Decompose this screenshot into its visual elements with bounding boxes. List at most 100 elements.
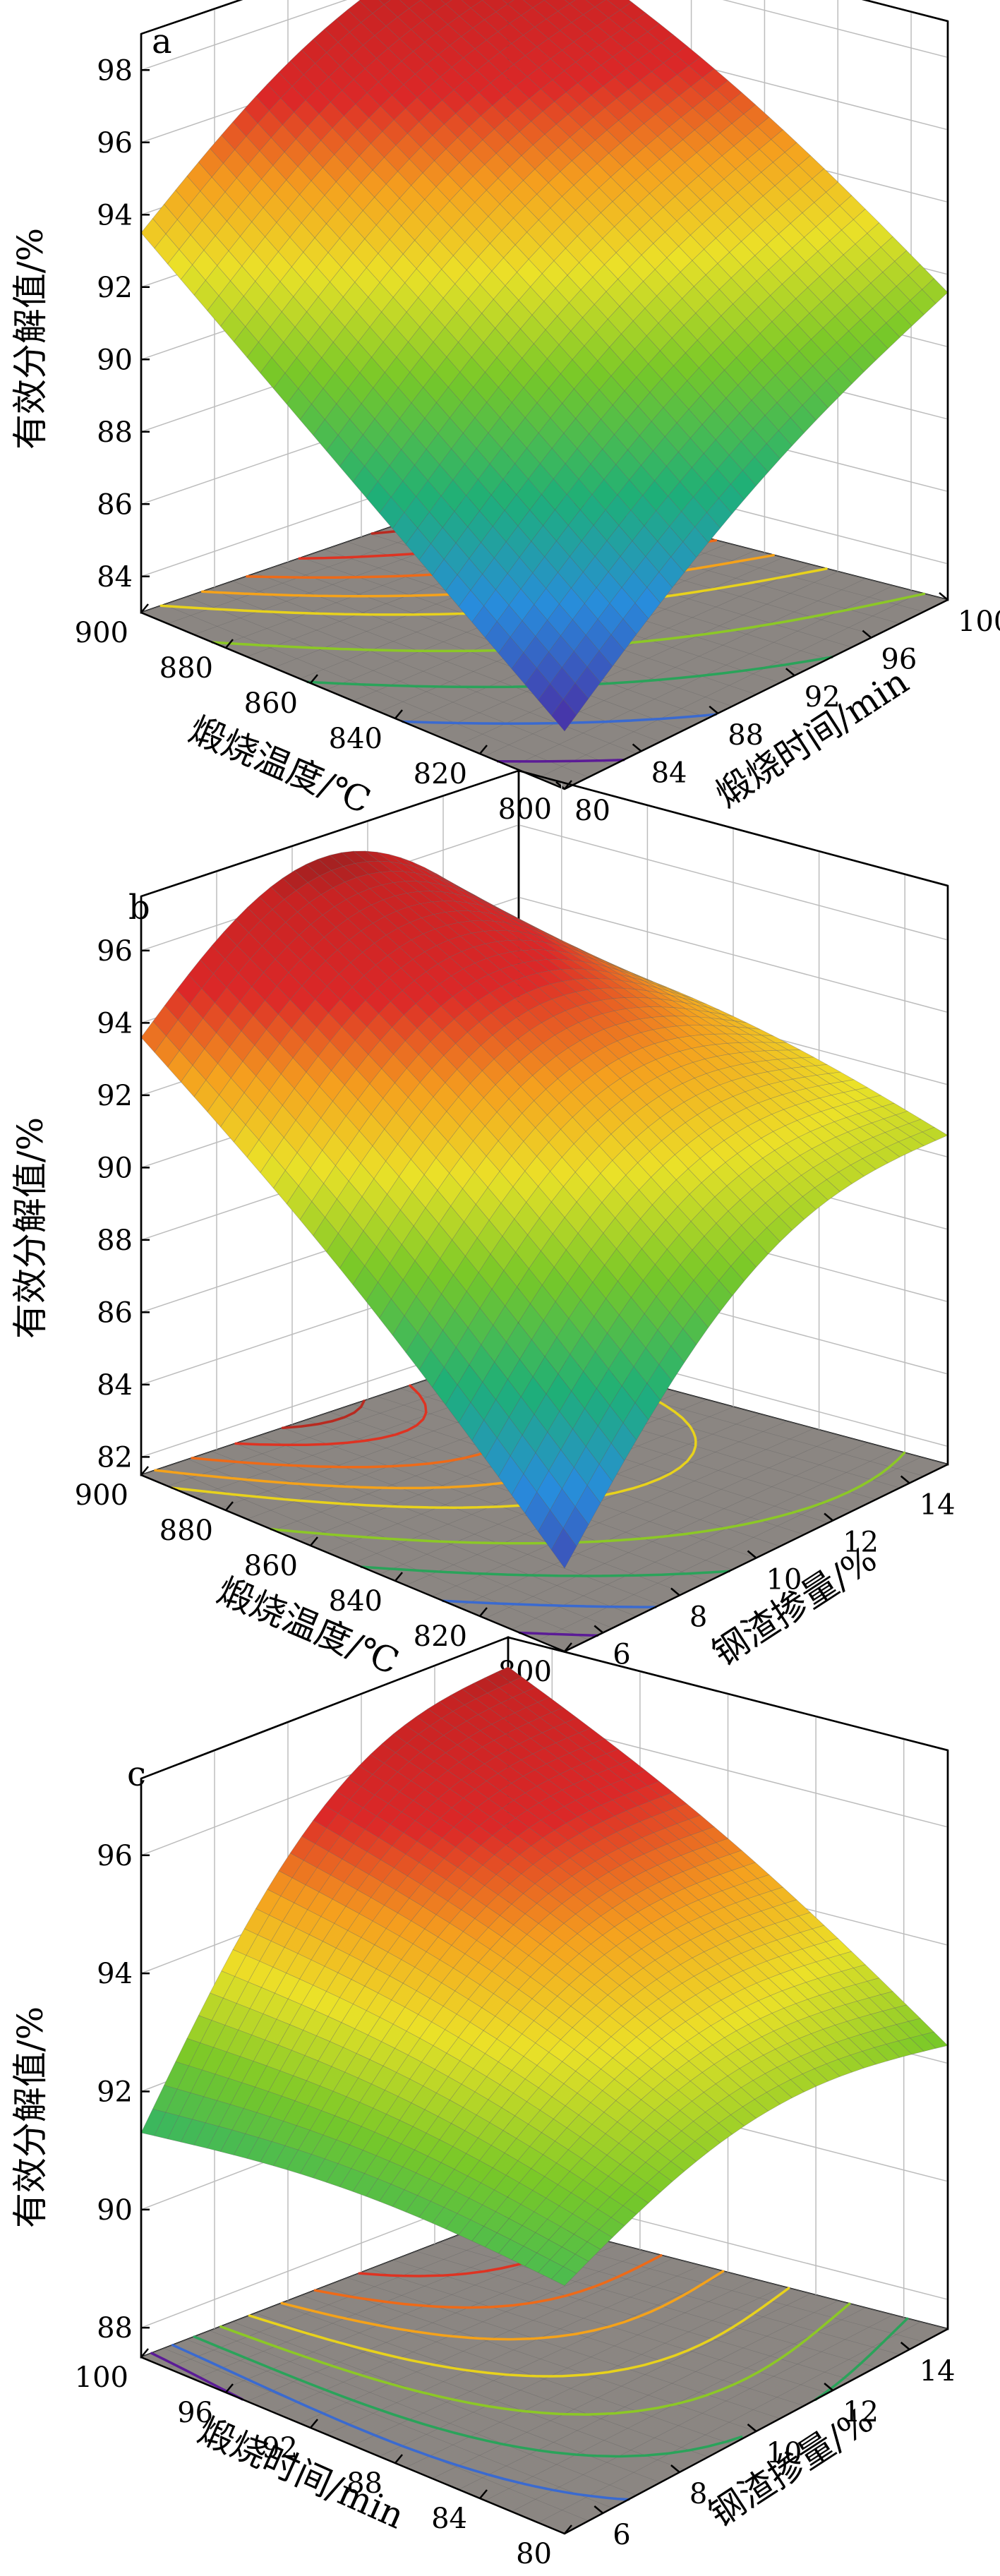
y-tick-mark [709,705,719,714]
surface-cell [598,1443,625,1483]
x-tick-label: 820 [414,1620,467,1653]
floor-mesh [232,581,661,742]
z-tick-label: 86 [97,488,133,521]
y-tick-mark [862,630,872,639]
z-tick-label: 96 [97,127,133,160]
y-tick-label: 80 [574,795,610,827]
surface-cell [814,1179,841,1200]
panel-label: c [127,1755,146,1794]
y-tick-mark [900,1475,910,1484]
y-tick-label: 14 [920,2355,956,2388]
panel-a: a 84 86 88 90 92 94 96 98 900 880 860 840 820 800 80 84… [10,0,1000,827]
x-tick-mark [394,2454,403,2464]
y-tick-label: 12 [843,2396,879,2428]
y-tick-label: 10 [766,1564,802,1596]
floor-mesh [326,2265,701,2435]
y-tick-label: 12 [843,1527,879,1559]
x-tick-label: 880 [159,652,213,685]
z-tick-label: 94 [97,199,133,231]
y-tick-label: 84 [651,757,687,789]
floor-mesh [458,571,838,745]
x-tick-mark [394,709,403,719]
y-tick-mark [747,2424,757,2432]
y-tick-label: 8 [689,2478,707,2510]
x-tick-label: 900 [75,1479,128,1512]
x-tick-label: 80 [516,2538,552,2570]
x-tick-mark [225,639,234,649]
contour-line [518,1631,599,1637]
x-tick-label: 840 [329,723,382,755]
surface-cell [790,1196,817,1220]
z-tick-label: 94 [97,1007,133,1040]
z-tick-label: 92 [97,2076,133,2108]
top-frame [140,769,948,898]
x-tick-mark [140,2348,149,2358]
surface-cell [646,572,673,603]
x-tick-mark [140,1466,149,1476]
x-tick-label: 880 [159,1515,213,1547]
surface-cell [598,2217,625,2238]
x-tick-mark [310,2419,318,2428]
contour-line [193,2317,909,2458]
z-tick-label: 92 [97,1080,133,1112]
z-tick-label: 82 [97,1441,133,1474]
floor-mesh [301,2295,733,2445]
x-tick-mark [394,1572,403,1582]
x-tick-label: 800 [498,793,552,826]
y-tick-mark [594,2505,604,2514]
z-tick-label: 98 [97,54,133,87]
contour-line [150,2352,244,2401]
x-tick-label: 92 [262,2432,298,2464]
contour-line [219,2302,851,2416]
x-tick-label: 820 [414,758,467,790]
surface-cell [598,634,625,667]
surface-cell [550,699,577,732]
surface-cell [610,1422,637,1462]
z-tick-label: 94 [97,1958,133,1990]
floor-mesh [370,2268,805,2407]
surface-cell [874,1147,900,1164]
z-axis-title: 有效分解值/% [10,1117,51,1339]
surface-cell [574,666,601,699]
floor-mesh [259,1436,685,1594]
y-tick-label: 10 [766,2437,802,2469]
z-tick-label: 92 [97,272,133,304]
floor-mesh [273,2251,646,2413]
z-tick-label: 90 [97,1152,133,1184]
x-tick-label: 100 [75,2361,128,2394]
y-tick-mark [824,1512,833,1522]
floor-mesh [210,2330,637,2496]
y-tick-label: 6 [613,2519,630,2551]
surface-cell [670,541,697,573]
contour-line [234,1384,428,1447]
y-tick-mark [555,781,565,790]
floor-mesh [193,2229,563,2380]
y-tick-label: 96 [881,644,917,676]
surface-cell [874,2044,900,2062]
surface-cell [610,2205,637,2227]
floor-mesh [278,2304,709,2457]
floor-mesh [485,1443,868,1619]
panel-label: a [152,22,172,61]
floor-mesh [538,2321,921,2523]
x-tick-mark [140,603,149,613]
floor-mesh [458,2300,838,2490]
floor-mesh [352,2272,728,2446]
surface-cell [550,1527,577,1569]
x-tick-label: 900 [75,617,128,649]
surface-cell [658,1345,685,1382]
surface-cell [850,2051,876,2069]
panel-c: c 88 90 92 94 96 100 96 92 88 84 80 6 8 10 12 14 有效分解值/… [10,1636,956,2570]
surface-cell [790,404,817,433]
y-tick-mark [900,2342,910,2350]
z-axis-title: 有效分解值/% [10,2006,51,2228]
z-tick-label: 96 [97,935,133,968]
surface-cell [706,498,733,529]
surface-cell [550,2266,577,2286]
contour-line [171,2344,630,2501]
y-tick-label: 92 [805,681,841,714]
z-tick-label: 88 [97,416,133,449]
x-tick-label: 860 [244,687,298,720]
y-tick-mark [939,592,948,601]
